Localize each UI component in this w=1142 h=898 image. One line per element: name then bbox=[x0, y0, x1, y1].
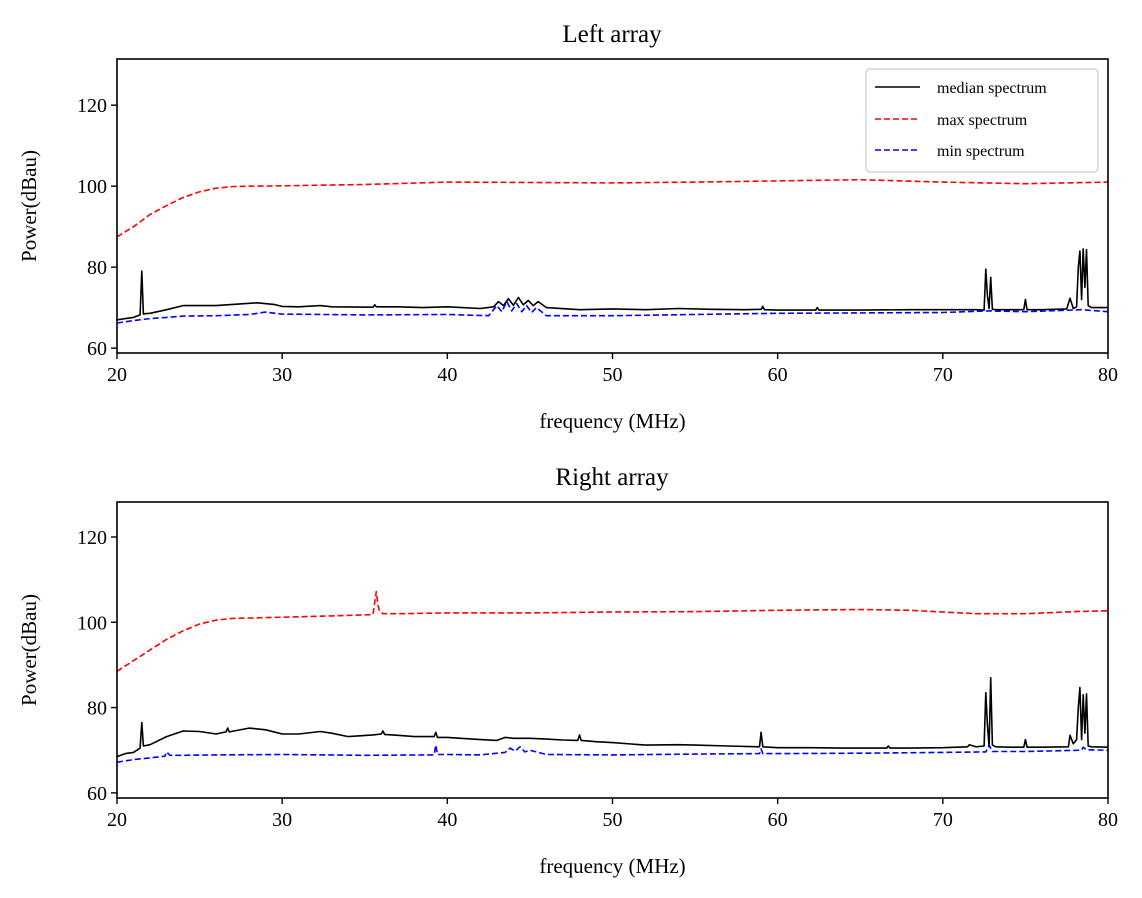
legend-label-min: min spectrum bbox=[937, 143, 1025, 160]
x-tick-label: 20 bbox=[107, 809, 127, 831]
chart-title: Left array bbox=[562, 21, 662, 48]
left-array-plot: Left array 20 30 40 50 60 70 80 60 80 100 120 fre… bbox=[17, 21, 1118, 433]
x-tick-label: 30 bbox=[272, 364, 292, 386]
x-tick-label: 40 bbox=[437, 364, 457, 386]
chart-title: Right array bbox=[555, 464, 669, 491]
x-tick-label: 20 bbox=[107, 364, 127, 386]
x-tick-label: 30 bbox=[272, 809, 292, 831]
y-tick-label: 80 bbox=[87, 698, 107, 720]
x-tick-label: 60 bbox=[768, 364, 788, 386]
legend-label-max: max spectrum bbox=[937, 112, 1028, 129]
x-tick-label: 60 bbox=[768, 809, 788, 831]
x-tick-label: 70 bbox=[933, 809, 953, 831]
y-tick-label: 100 bbox=[77, 612, 107, 634]
x-axis-label: frequency (MHz) bbox=[539, 854, 685, 878]
series-median-spectrum bbox=[117, 676, 1108, 758]
y-axis: 60 80 100 120 bbox=[77, 95, 117, 360]
y-tick-label: 100 bbox=[77, 176, 107, 198]
series-min-spectrum bbox=[117, 744, 1108, 763]
series-min-spectrum bbox=[117, 300, 1108, 324]
series-max-spectrum bbox=[117, 178, 1108, 238]
axes-frame bbox=[116, 501, 1109, 799]
y-axis-label: Power(dBau) bbox=[17, 150, 41, 262]
x-tick-label: 50 bbox=[603, 364, 623, 386]
x-tick-label: 70 bbox=[933, 364, 953, 386]
x-tick-label: 40 bbox=[437, 809, 457, 831]
x-axis: 20 30 40 50 60 70 80 bbox=[107, 353, 1118, 386]
x-axis: 20 30 40 50 60 70 80 bbox=[107, 798, 1118, 831]
legend-label-median: median spectrum bbox=[937, 80, 1047, 97]
x-axis-label: frequency (MHz) bbox=[539, 409, 685, 433]
series-median-spectrum bbox=[117, 248, 1108, 321]
x-tick-label: 80 bbox=[1098, 364, 1118, 386]
series-layer bbox=[117, 178, 1108, 324]
y-axis-label: Power(dBau) bbox=[17, 594, 41, 706]
y-tick-label: 60 bbox=[87, 783, 107, 805]
x-tick-label: 50 bbox=[603, 809, 623, 831]
y-tick-label: 60 bbox=[87, 338, 107, 360]
y-axis: 60 80 100 120 bbox=[77, 527, 117, 805]
legend: median spectrum max spectrum min spectru… bbox=[865, 68, 1099, 173]
y-tick-label: 80 bbox=[87, 257, 107, 279]
series-max-spectrum bbox=[117, 590, 1108, 672]
x-tick-label: 80 bbox=[1098, 809, 1118, 831]
legend-box bbox=[865, 68, 1099, 173]
right-array-plot: Right array 20 30 40 50 60 70 80 60 80 100 120 fr… bbox=[17, 464, 1118, 878]
series-layer bbox=[117, 590, 1108, 763]
y-tick-label: 120 bbox=[77, 527, 107, 549]
y-tick-label: 120 bbox=[77, 95, 107, 117]
